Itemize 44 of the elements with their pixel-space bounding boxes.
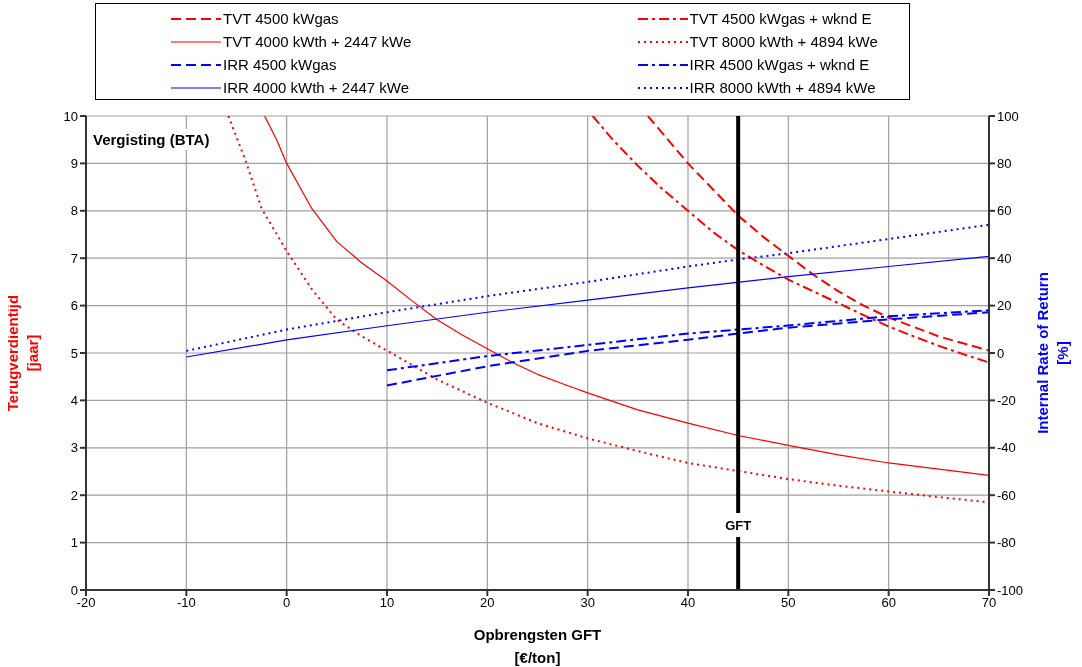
y-tick-label: 4 bbox=[70, 393, 78, 409]
y-tick-label: 1 bbox=[70, 535, 78, 551]
legend-label: TVT 4000 kWth + 2447 kWe bbox=[223, 33, 412, 50]
y2-axis-title: Internal Rate of Return [%] bbox=[1034, 272, 1071, 434]
y2-tick-label: 60 bbox=[997, 203, 1012, 219]
y2-tick-label: 80 bbox=[997, 156, 1012, 172]
y2-tick-label: -40 bbox=[997, 440, 1016, 456]
y2-tick-label: 40 bbox=[997, 250, 1012, 266]
x-tick-label: 50 bbox=[781, 595, 796, 611]
x-tick-label: -20 bbox=[76, 595, 96, 611]
ref-line-label: GFT bbox=[725, 518, 752, 533]
x-tick-label: 40 bbox=[680, 595, 696, 611]
legend-label: TVT 4500 kWgas bbox=[223, 10, 339, 27]
y2-tick-label: -20 bbox=[997, 393, 1016, 409]
y2-tick-label: 100 bbox=[997, 108, 1019, 124]
y-tick-label: 2 bbox=[70, 487, 78, 503]
y2-tick-label: -60 bbox=[997, 487, 1016, 503]
y-tick-label: 5 bbox=[70, 345, 78, 361]
y-tick-label: 6 bbox=[70, 298, 78, 314]
legend-label: TVT 8000 kWth + 4894 kWe bbox=[689, 33, 878, 50]
legend-label: IRR 4500 kWgas bbox=[223, 56, 337, 73]
legend-label: IRR 8000 kWth + 4894 kWe bbox=[689, 79, 876, 96]
y2-tick-label: 20 bbox=[997, 298, 1012, 314]
x-tick-label: 0 bbox=[283, 595, 291, 611]
legend-label: TVT 4500 kWgas + wknd E bbox=[689, 10, 872, 27]
y-tick-label: 3 bbox=[70, 440, 78, 456]
y-tick-label: 8 bbox=[70, 203, 78, 219]
legend-label: IRR 4500 kWgas + wknd E bbox=[689, 56, 870, 73]
x-axis-title: Opbrengsten GFT [€/ton] bbox=[473, 626, 602, 666]
y-tick-label: 9 bbox=[70, 156, 78, 172]
y2-tick-label: -80 bbox=[997, 535, 1016, 551]
y2-tick-label: -100 bbox=[997, 582, 1024, 598]
x-tick-label: 30 bbox=[580, 595, 595, 611]
y-tick-label: 0 bbox=[70, 582, 78, 598]
x-tick-label: 60 bbox=[881, 595, 896, 611]
y-tick-label: 10 bbox=[63, 108, 78, 124]
legend-label: IRR 4000 kWth + 2447 kWe bbox=[223, 79, 410, 96]
annotation: Vergisting (BTA) bbox=[90, 129, 213, 150]
x-tick-label: 70 bbox=[981, 595, 997, 611]
y2-tick-label: 0 bbox=[997, 345, 1005, 361]
x-tick-label: 10 bbox=[379, 595, 395, 611]
y-tick-label: 7 bbox=[70, 250, 78, 266]
x-tick-label: -10 bbox=[176, 595, 196, 611]
x-tick-label: 20 bbox=[480, 595, 495, 611]
